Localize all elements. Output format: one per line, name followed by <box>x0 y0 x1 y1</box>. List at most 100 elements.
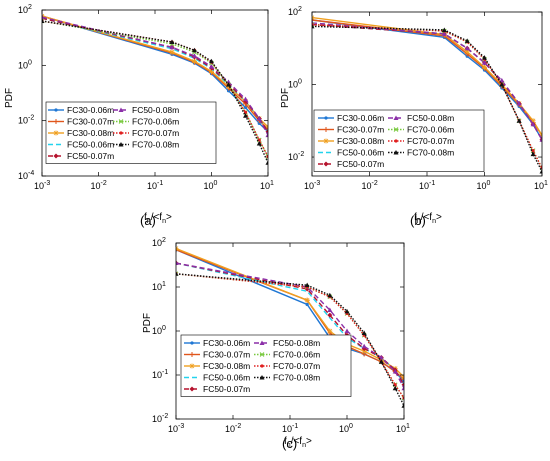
chart-panel-1: 10-3 10-2 10-1 100 101 10-4 10-2 100 102 fn/<fn> P… <box>4 4 274 228</box>
legend-entry: FC30-0.08m <box>203 361 250 371</box>
marker-FC30-0.07m <box>401 376 404 382</box>
legend-entry: FC30-0.07m <box>337 125 384 135</box>
series-line-FC50-0.08m <box>42 16 268 136</box>
marker-FC50-0.08m <box>265 132 268 138</box>
marker-FC50-0.07m <box>323 161 329 167</box>
marker-FC50-0.08m <box>327 307 333 313</box>
legend-entry: FC70-0.08m <box>407 148 454 158</box>
marker-FC30-0.06m <box>324 116 328 120</box>
legend-entry: FC30-0.06m <box>203 338 250 348</box>
y-tick-label: 100 <box>288 79 302 90</box>
marker-FC70-0.08m <box>256 140 262 146</box>
series-group <box>176 245 404 408</box>
marker-FC70-0.07m <box>119 131 123 135</box>
legend-box <box>313 109 485 172</box>
marker-FC50-0.08m <box>344 328 350 333</box>
marker-FC70-0.08m <box>42 18 45 24</box>
series-line-FC70-0.08m <box>42 20 268 164</box>
y-tick-label: 102 <box>288 6 302 17</box>
panel-label: (a) <box>140 213 156 228</box>
marker-FC30-0.08m <box>530 118 536 124</box>
y-tick-label: 10-2 <box>18 115 34 126</box>
x-axis-label: fn/<fn> <box>284 436 312 449</box>
series-line-FC30-0.08m <box>312 16 542 136</box>
legend-entry: FC30-0.06m <box>67 105 114 115</box>
x-tick-label: 101 <box>396 423 410 434</box>
panel-label: (b) <box>410 213 426 228</box>
x-tick-label: 10-3 <box>168 423 184 434</box>
x-tick-label: 10-2 <box>362 180 378 191</box>
x-tick-label: 101 <box>534 180 548 191</box>
legend-entry: FC70-0.06m <box>407 125 454 135</box>
series-line-FC50-0.07m <box>176 262 404 386</box>
marker-FC70-0.08m <box>530 151 536 157</box>
marker-FC70-0.08m <box>304 282 310 288</box>
marker-FC50-0.08m <box>464 45 470 51</box>
series-line-FC30-0.07m <box>42 15 268 130</box>
series-line-FC70-0.08m <box>176 273 404 407</box>
marker-FC30-0.08m <box>323 138 329 144</box>
legend-entry: FC50-0.06m <box>337 148 384 158</box>
marker-FC70-0.07m <box>531 149 535 153</box>
x-axis-label: fn/<fn> <box>414 212 442 225</box>
y-tick-label: 10-2 <box>152 413 168 424</box>
marker-FC70-0.08m <box>392 385 398 391</box>
marker-FC70-0.08m <box>176 271 179 276</box>
marker-FC50-0.08m <box>401 385 404 391</box>
legend-entry: FC50-0.07m <box>203 384 250 394</box>
y-tick-label: 100 <box>18 59 32 70</box>
marker-FC70-0.08m <box>191 47 197 53</box>
marker-FC30-0.08m <box>464 49 470 55</box>
series-group <box>312 15 542 174</box>
y-tick-label: 101 <box>152 281 166 292</box>
y-tick-label: 10-4 <box>18 170 34 181</box>
marker-FC50-0.08m <box>176 260 179 266</box>
y-tick-label: 102 <box>152 237 166 248</box>
marker-FC70-0.08m <box>378 359 384 364</box>
marker-FC50-0.08m <box>392 369 398 374</box>
marker-FC70-0.08m <box>327 292 333 298</box>
marker-FC30-0.07m <box>323 127 329 132</box>
marker-FC50-0.08m <box>516 100 522 106</box>
series-line-FC70-0.07m <box>176 273 404 399</box>
marker-FC70-0.08m <box>226 82 232 87</box>
marker-FC50-0.08m <box>118 107 124 112</box>
legend-entry: FC50-0.07m <box>67 151 114 161</box>
marker-FC70-0.06m <box>118 119 124 124</box>
marker-FC30-0.06m <box>305 302 309 307</box>
marker-FC70-0.08m <box>539 168 542 174</box>
marker-FC50-0.08m <box>169 44 175 50</box>
marker-FC50-0.08m <box>499 77 505 83</box>
marker-FC70-0.06m <box>401 395 404 401</box>
marker-FC70-0.07m <box>394 139 398 143</box>
marker-FC30-0.08m <box>482 64 487 70</box>
series-line-FC50-0.08m <box>176 262 404 389</box>
x-tick-label: 10-1 <box>419 180 435 191</box>
marker-FC30-0.08m <box>361 348 367 354</box>
legend-box <box>45 101 217 164</box>
legend-entry: FC70-0.08m <box>273 373 320 383</box>
legend-entry: FC50-0.07m <box>337 159 384 169</box>
y-tick-label: 100 <box>152 325 166 336</box>
marker-FC70-0.06m <box>259 352 265 357</box>
x-tick-label: 10-1 <box>147 180 163 191</box>
legend-entry: FC50-0.06m <box>203 373 250 383</box>
marker-FC70-0.08m <box>441 27 447 32</box>
marker-FC50-0.07m <box>189 386 195 392</box>
y-tick-label: 10-1 <box>152 369 168 380</box>
series-line-FC30-0.07m <box>312 19 542 136</box>
legend-entry: FC70-0.08m <box>132 140 179 150</box>
series-line-FC70-0.06m <box>42 20 268 158</box>
legend-entry: FC30-0.07m <box>67 117 114 127</box>
marker-FC30-0.08m <box>327 328 333 334</box>
marker-FC50-0.08m <box>191 53 197 58</box>
series-group <box>42 13 268 165</box>
x-axis-label: fn/<fn> <box>144 212 172 225</box>
x-tick-label: 100 <box>339 423 353 434</box>
marker-FC70-0.07m <box>260 364 264 368</box>
marker-FC70-0.08m <box>259 375 265 380</box>
marker-FC70-0.08m <box>118 142 124 147</box>
marker-FC50-0.07m <box>53 153 59 159</box>
